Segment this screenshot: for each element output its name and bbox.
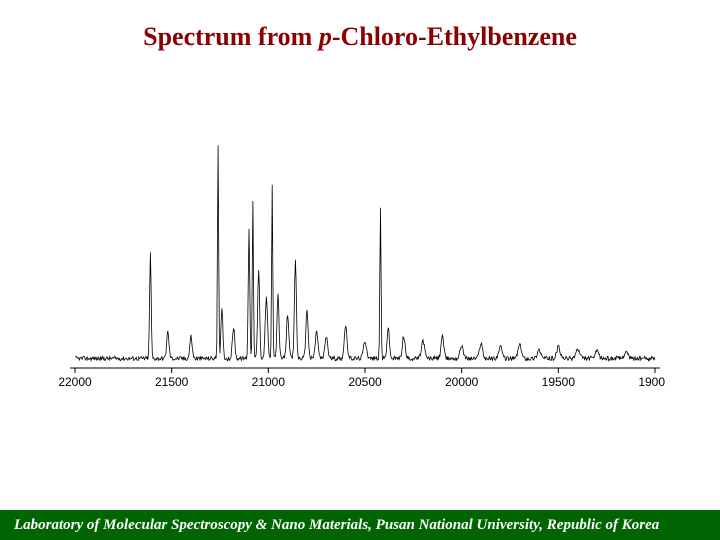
x-tick-label: 21500 [155,375,189,389]
footer-bar: Laboratory of Molecular Spectroscopy & N… [0,510,720,540]
title-italic: p [319,22,332,51]
x-tick-label: 20000 [445,375,479,389]
x-tick-label: 19500 [542,375,576,389]
title-post: -Chloro-Ethylbenzene [332,22,577,51]
spectrum-chart: 22000 21500 21000 20500 20000 19500 19000 [55,130,665,410]
spectrum-svg: 22000 21500 21000 20500 20000 19500 19000 [55,130,665,410]
x-tick-label: 21000 [252,375,286,389]
x-tick-label: 20500 [348,375,382,389]
spectrum-trace [75,145,655,360]
footer-text: Laboratory of Molecular Spectroscopy & N… [0,510,720,540]
x-tick-label: 22000 [58,375,92,389]
slide-title: Spectrum from p-Chloro-Ethylbenzene [0,22,720,52]
x-tick-label: 19000 [638,375,665,389]
title-pre: Spectrum from [143,22,319,51]
